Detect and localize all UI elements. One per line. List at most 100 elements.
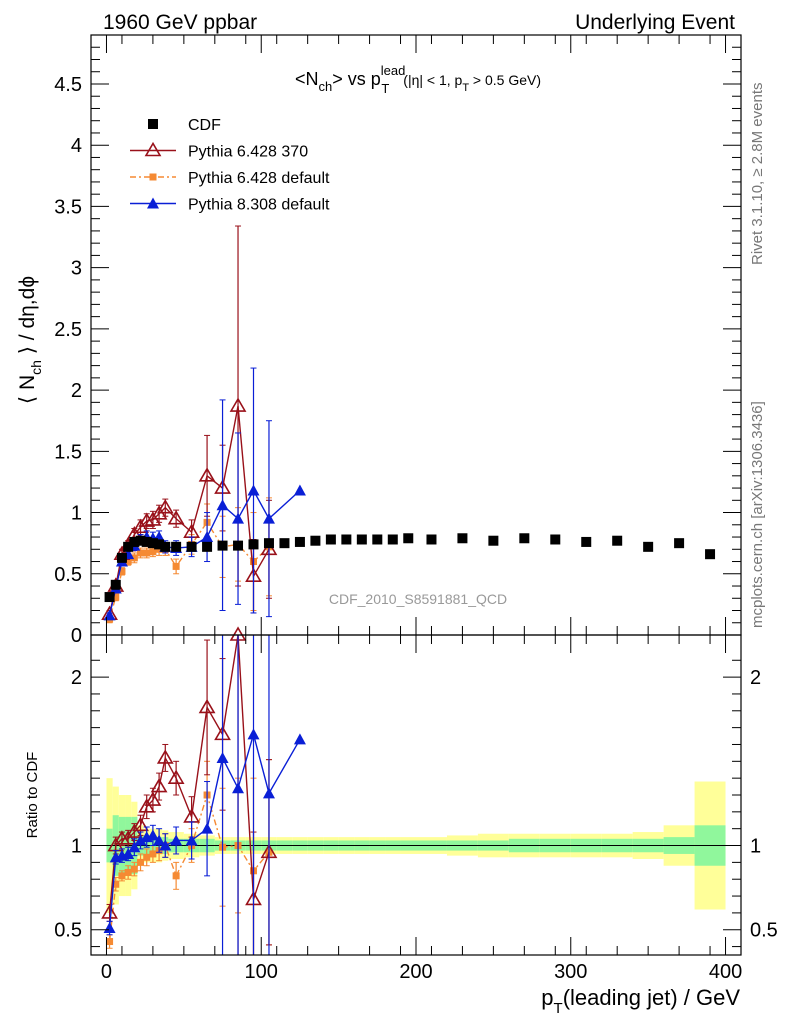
legend-label-cdf: CDF <box>188 117 221 134</box>
bottom-frame <box>90 634 742 956</box>
point-p8 <box>185 834 198 846</box>
point-pdef <box>172 872 180 880</box>
plot-title: <Nch> vs plead T(|η| < 1, pT > 0.5 GeV) <box>295 63 541 96</box>
point-cdf <box>403 533 414 544</box>
point-cdf <box>674 538 685 549</box>
point-p8 <box>128 841 141 853</box>
point-p8 <box>159 839 172 851</box>
y-tick-label-top: 1.5 <box>54 441 82 463</box>
header-right: Underlying Event <box>575 11 735 34</box>
point-pdef <box>149 548 157 556</box>
point-cdf <box>147 538 158 549</box>
point-pdef <box>124 868 132 876</box>
point-cdf <box>123 541 134 552</box>
point-cdf <box>457 533 468 544</box>
y-tick-label-ratio: 1 <box>71 836 82 858</box>
point-cdf <box>310 535 321 546</box>
point-p370 <box>144 791 162 806</box>
point-p370 <box>132 816 149 832</box>
point-pdef <box>137 549 145 557</box>
point-cdf <box>116 552 127 563</box>
point-p8 <box>103 922 116 934</box>
legend-marker-p370 <box>144 141 162 157</box>
ratio-marks <box>91 626 741 956</box>
point-p370 <box>198 467 216 482</box>
y-tick-label-ratio-right: 0.5 <box>750 920 778 942</box>
point-cdf <box>581 536 592 547</box>
y-tick-label-top: 0.5 <box>54 564 82 586</box>
y-tick-label-ratio: 2 <box>71 667 82 689</box>
point-cdf <box>202 541 213 552</box>
main-plot-panel: CDF_2010_S8591881_QCD <Nch> vs plead T(|η… <box>16 63 716 624</box>
legend-marker-pdef <box>149 173 157 181</box>
point-cdf <box>248 539 259 550</box>
legend-label-pdef: Pythia 6.428 default <box>188 170 330 187</box>
point-p8 <box>216 751 229 763</box>
legend: CDF Pythia 6.428 370 Pythia 6.428 default P… <box>130 117 330 214</box>
point-p8 <box>262 512 275 524</box>
y-axis-label-top: ⟨ Nch ⟩ / dη,dϕ <box>16 276 44 404</box>
y-tick-label-top: 0 <box>71 625 82 647</box>
point-cdf <box>233 540 244 551</box>
point-cdf <box>160 541 171 552</box>
legend-label-p370: Pythia 6.428 370 <box>188 144 308 161</box>
point-p8 <box>247 728 260 740</box>
point-p8 <box>232 782 245 794</box>
top-marks <box>101 225 716 624</box>
y-tick-label-top: 1 <box>71 503 82 525</box>
point-p370 <box>167 769 185 784</box>
point-pdef <box>149 850 157 858</box>
legend-label-p8: Pythia 8.308 default <box>188 197 330 214</box>
legend-marker-cdf <box>148 119 158 129</box>
point-p8 <box>122 847 135 859</box>
x-tick-label: 200 <box>399 961 432 983</box>
point-cdf <box>372 534 383 545</box>
point-pdef <box>143 853 151 861</box>
side-text-top: Rivet 3.1.10, ≥ 2.8M events <box>749 83 766 266</box>
point-pdef <box>137 858 145 866</box>
point-cdf <box>135 535 146 546</box>
y-tick-label-ratio: 0.5 <box>54 920 82 942</box>
point-pdef <box>112 593 120 601</box>
point-cdf <box>186 541 197 552</box>
point-cdf <box>325 534 336 545</box>
point-p370 <box>167 510 185 525</box>
point-cdf <box>171 541 182 552</box>
point-p8 <box>134 834 147 846</box>
watermark: CDF_2010_S8591881_QCD <box>329 591 507 607</box>
y-tick-label-ratio-right: 1 <box>750 836 761 858</box>
ratio-plot-panel: Ratio to CDF pT(leading jet) / GeV <box>24 626 741 1017</box>
point-pdef <box>118 872 126 880</box>
x-axis-label: pT(leading jet) / GeV <box>541 985 740 1017</box>
y-axis-label-ratio: Ratio to CDF <box>24 752 41 839</box>
point-cdf <box>129 536 140 547</box>
point-p8 <box>170 834 183 846</box>
point-pdef <box>172 562 180 570</box>
point-pdef <box>143 549 151 557</box>
y-tick-label-top: 2 <box>71 380 82 402</box>
point-cdf <box>104 592 115 603</box>
point-cdf <box>263 538 274 549</box>
point-p8 <box>201 531 214 543</box>
point-cdf <box>356 534 367 545</box>
point-p8 <box>201 822 214 834</box>
point-pdef <box>130 554 138 562</box>
point-pdef <box>130 865 138 873</box>
point-p8 <box>247 484 260 496</box>
y-tick-label-top: 3 <box>71 258 82 280</box>
point-p370 <box>150 777 168 793</box>
point-cdf <box>488 535 499 546</box>
point-p8 <box>153 834 166 846</box>
point-pdef <box>112 880 120 888</box>
y-tick-label-top: 4.5 <box>54 74 82 96</box>
point-p8 <box>293 733 306 745</box>
point-cdf <box>217 540 228 551</box>
y-tick-label-top: 4 <box>71 135 82 157</box>
x-tick-label: 300 <box>554 961 587 983</box>
y-tick-label-ratio-right: 2 <box>750 667 761 689</box>
point-cdf <box>279 538 290 549</box>
point-cdf <box>154 539 165 550</box>
point-cdf <box>387 534 398 545</box>
point-cdf <box>612 535 623 546</box>
y-tick-label-top: 3.5 <box>54 196 82 218</box>
